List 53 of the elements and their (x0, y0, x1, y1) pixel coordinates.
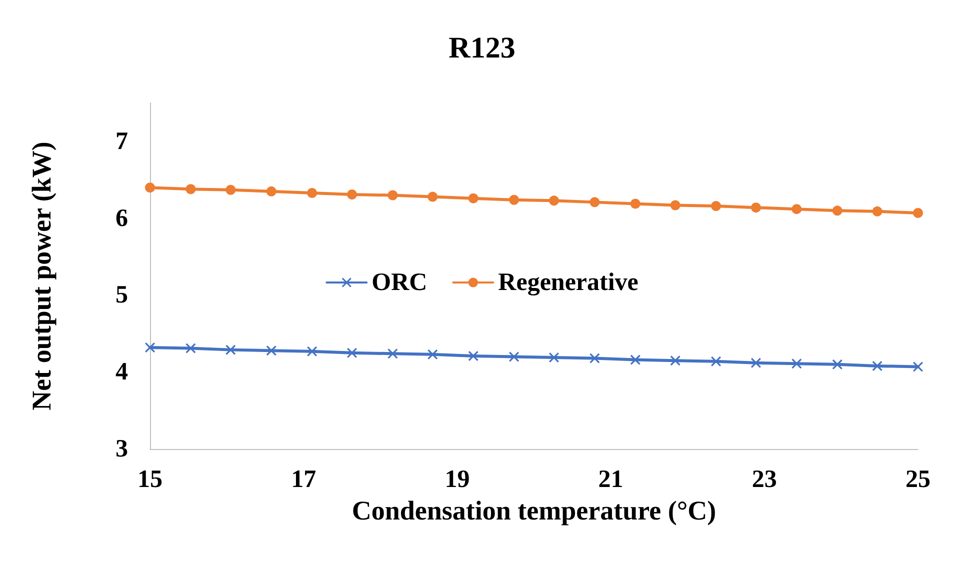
legend-label: ORC (372, 269, 428, 296)
point (832, 206, 842, 216)
point (590, 353, 600, 364)
y-tick-label: 6 (116, 204, 128, 232)
point (186, 343, 196, 354)
point (630, 198, 640, 209)
point (670, 200, 680, 210)
point (468, 193, 478, 204)
point (346, 190, 357, 200)
legend-label: Regenerative (498, 269, 638, 296)
point (711, 201, 722, 212)
x-tick-label: 17 (291, 466, 316, 493)
point (590, 197, 600, 208)
y-tick-label: 7 (116, 128, 128, 155)
point (307, 346, 318, 356)
point (630, 354, 640, 365)
point (913, 208, 923, 218)
chart-title: R123 (448, 32, 516, 64)
x-tick-label: 19 (444, 466, 470, 493)
point (428, 349, 438, 360)
x-tick-label: 23 (752, 466, 777, 493)
point (145, 342, 155, 353)
point (750, 202, 761, 213)
point (792, 204, 802, 214)
point (226, 184, 236, 195)
point (346, 348, 357, 358)
point (711, 356, 722, 366)
point (509, 194, 520, 205)
y-axis-title: Net output power (kW) (26, 142, 56, 410)
point (548, 352, 559, 362)
y-tick-label: 5 (116, 282, 128, 309)
x-axis-title: Condensation temperature (°C) (352, 496, 716, 526)
x-tick-label: 25 (906, 466, 930, 493)
point (872, 206, 882, 216)
point (832, 359, 842, 370)
point (792, 358, 802, 369)
y-tick-label: 4 (116, 358, 128, 386)
point (266, 186, 276, 196)
point (548, 196, 559, 206)
x-tick-label: 15 (138, 466, 162, 493)
point (750, 358, 761, 368)
x-tick-label: 21 (598, 466, 624, 493)
point (226, 344, 236, 355)
point (670, 356, 680, 366)
point (388, 190, 398, 200)
point (266, 346, 276, 356)
point (307, 188, 318, 198)
point (428, 192, 438, 202)
point (388, 348, 398, 359)
point (186, 184, 196, 194)
y-tick-label: 3 (116, 436, 128, 462)
point (145, 182, 155, 193)
point (468, 350, 478, 361)
